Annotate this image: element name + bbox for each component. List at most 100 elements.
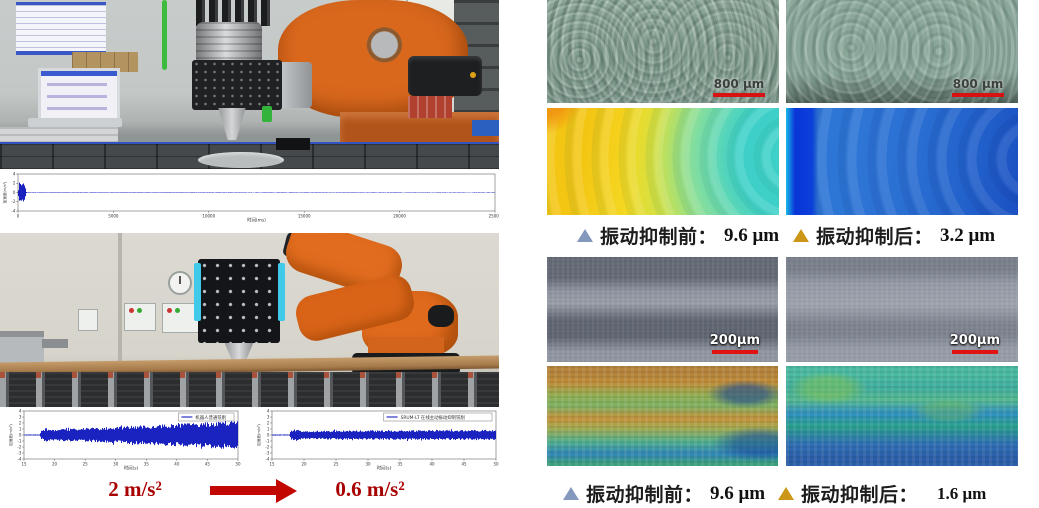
svg-text:30: 30: [365, 462, 371, 467]
vibration-chart-before: -4 -3 -2 -1 0 1 2 3 4 15 20 25 30 35 40 45 50 时间(s) 加速度(m/…: [8, 407, 242, 471]
svg-text:20000: 20000: [393, 214, 406, 219]
triangle-icon: [778, 487, 794, 500]
triangle-icon: [577, 229, 593, 242]
svg-text:3: 3: [267, 414, 270, 419]
scale-bar: 800 μm: [952, 73, 1004, 97]
svg-text:45: 45: [205, 462, 211, 467]
hose-bundle: [196, 0, 272, 26]
svg-text:0: 0: [19, 432, 22, 437]
heightmap-milling-after: [786, 108, 1018, 215]
svg-text:加速度(m/s²): 加速度(m/s²): [2, 181, 7, 203]
strip-chart-svg: -4 -2 0 2 4 0 5000 10000 15000 20000 25000 时间(ms) 加速…: [2, 171, 502, 224]
svg-text:0: 0: [17, 214, 20, 219]
caption-label: 振动抑制后：: [816, 226, 934, 248]
svg-text:1: 1: [267, 426, 270, 431]
scale-bar-label: 800 μm: [952, 77, 1004, 91]
svg-text:3: 3: [19, 414, 22, 419]
caption-surface-after: 振动抑制后： 1.6 μm: [778, 480, 986, 507]
svg-text:-4: -4: [11, 208, 15, 213]
svg-text:-1: -1: [17, 438, 21, 443]
workpiece-disc: [198, 152, 284, 168]
svg-text:25000: 25000: [489, 214, 499, 219]
svg-text:25: 25: [83, 462, 89, 467]
svg-text:2: 2: [19, 420, 22, 425]
vibration-chart-after: -4 -3 -2 -1 0 1 2 3 4 15 20 25 30 35 40 45 50 时间(s) 加速度(m/…: [256, 407, 500, 471]
svg-text:45: 45: [461, 462, 467, 467]
scale-bar-label: 200μm: [709, 333, 760, 348]
end-effector-plate: [198, 259, 280, 343]
svg-text:40: 40: [429, 462, 435, 467]
svg-text:50: 50: [235, 462, 241, 467]
clamp-block: [276, 138, 310, 150]
acceleration-strip-chart: -4 -2 0 2 4 0 5000 10000 15000 20000 25000 时间(ms) 加速…: [2, 170, 502, 224]
triangle-icon: [793, 229, 809, 242]
spindle-cylinder: [196, 22, 262, 66]
scale-bar: 800 μm: [713, 73, 765, 97]
wall-conduit: [118, 233, 122, 361]
svg-text:5000: 5000: [108, 214, 119, 219]
caption-value: 1.6 μm: [937, 483, 987, 503]
caption-surface-before: 振动抑制前： 9.6 μm: [563, 480, 765, 507]
svg-text:25: 25: [333, 462, 339, 467]
scale-bar: 200μm: [950, 329, 1000, 354]
support-clamps: [0, 372, 499, 378]
svg-text:35: 35: [144, 462, 150, 467]
svg-text:加速度(m/s²): 加速度(m/s²): [8, 424, 13, 446]
side-machine-arm: [42, 339, 68, 348]
green-tag: [262, 106, 272, 122]
laptop-screen: [38, 68, 120, 123]
svg-text:SRUM-LT 在线主动振动抑制铣削: SRUM-LT 在线主动振动抑制铣削: [401, 414, 466, 421]
caption-milling-after: 振动抑制后： 3.2 μm: [793, 222, 995, 249]
svg-text:加速度(m/s²): 加速度(m/s²): [256, 424, 261, 446]
scale-bar-line: [952, 93, 1004, 97]
caption-label: 振动抑制后：: [801, 484, 919, 506]
caption-milling-before: 振动抑制前： 9.6 μm: [577, 222, 779, 249]
cardboard-box: [72, 52, 138, 72]
svg-text:2: 2: [13, 181, 16, 186]
scale-bar-label: 200μm: [949, 333, 1000, 348]
robot-joint-dark: [428, 305, 454, 327]
svg-text:时间(s): 时间(s): [124, 465, 139, 472]
svg-text:-4: -4: [265, 456, 269, 461]
laptop-base: [28, 118, 122, 127]
svg-text:-1: -1: [265, 438, 269, 443]
svg-text:35: 35: [397, 462, 403, 467]
svg-text:15000: 15000: [298, 214, 311, 219]
svg-text:机器人普通铣削: 机器人普通铣削: [195, 414, 226, 421]
blue-strip: [278, 263, 285, 321]
svg-text:-2: -2: [17, 444, 21, 449]
svg-text:2: 2: [267, 420, 270, 425]
caption-value: 3.2 μm: [940, 224, 996, 246]
svg-text:0: 0: [267, 432, 270, 437]
micrograph-surface-before: 200μm: [547, 257, 778, 362]
svg-text:4: 4: [13, 171, 16, 176]
svg-text:-2: -2: [11, 199, 15, 204]
caption-value: 9.6 μm: [710, 482, 766, 504]
blue-strip: [194, 263, 201, 321]
svg-text:15: 15: [21, 462, 27, 467]
svg-text:1: 1: [19, 426, 22, 431]
electrical-box-small: [78, 309, 98, 331]
red-toolbox: [408, 96, 452, 118]
svg-text:30: 30: [113, 462, 119, 467]
scale-bar-line: [711, 350, 758, 354]
svg-text:20: 20: [52, 462, 58, 467]
acceleration-after-value: 0.6 m/s²: [335, 477, 405, 501]
micrograph-surface-after: 200μm: [786, 257, 1018, 362]
svg-text:10000: 10000: [202, 214, 215, 219]
roughness-map-before: [547, 366, 778, 466]
spindle-block: [192, 60, 282, 110]
wall-poster: [16, 2, 106, 55]
svg-text:15: 15: [269, 462, 275, 467]
caption-value: 9.6 μm: [724, 224, 780, 246]
svg-text:时间(ms): 时间(ms): [247, 217, 266, 224]
svg-text:-2: -2: [265, 444, 269, 449]
triangle-icon: [563, 487, 579, 500]
svg-text:-4: -4: [17, 456, 21, 461]
caption-label: 振动抑制前：: [586, 484, 704, 506]
acceleration-before-value: 2 m/s²: [108, 477, 162, 501]
roughness-map-after: [786, 366, 1018, 466]
electrical-box: [124, 303, 156, 331]
